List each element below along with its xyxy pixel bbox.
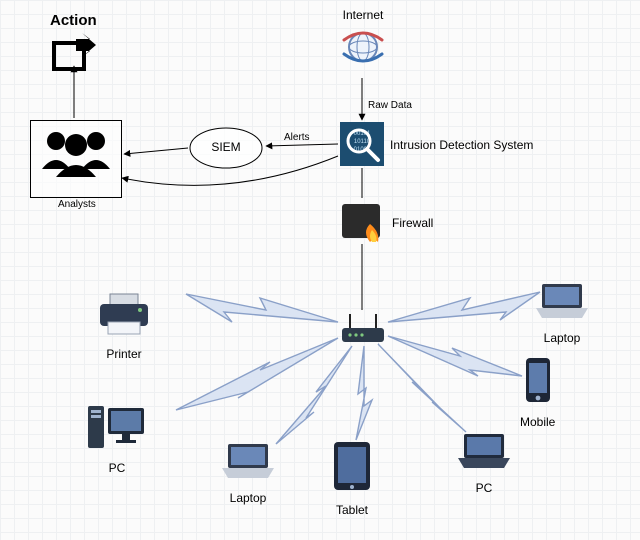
internet-node: Internet [340, 8, 386, 75]
tablet-label: Tablet [330, 503, 374, 517]
firewall-label: Firewall [392, 216, 433, 230]
ids-node: 00101 10110 01001 Intrusion Detection Sy… [340, 122, 384, 171]
tower-pc-icon [86, 400, 148, 452]
mobile-node: Mobile [520, 356, 555, 429]
laptop-right-label: Laptop [534, 331, 590, 345]
router-icon [338, 310, 388, 350]
laptop-bottom-label: Laptop [220, 491, 276, 505]
analysts-label: Analysts [58, 199, 96, 210]
firewall-icon [340, 198, 386, 244]
ids-label: Intrusion Detection System [390, 138, 533, 152]
internet-label: Internet [340, 8, 386, 22]
laptop-bottom-node: Laptop [220, 440, 276, 505]
globe-icon [340, 24, 386, 70]
pc-right-node: PC [456, 430, 512, 495]
printer-icon [96, 292, 152, 338]
share-icon [50, 33, 96, 73]
laptop-right-node: Laptop [534, 280, 590, 345]
laptop-icon [534, 280, 590, 322]
firewall-node: Firewall [340, 198, 386, 249]
magnifier-binary-icon: 00101 10110 01001 [340, 122, 384, 166]
pc-left-node: PC [86, 400, 148, 475]
laptop-icon [220, 440, 276, 482]
printer-label: Printer [96, 347, 152, 361]
mobile-icon [523, 356, 553, 406]
printer-node: Printer [96, 292, 152, 361]
action-node: Action [50, 12, 97, 78]
analysts-node [30, 120, 122, 198]
action-label: Action [50, 12, 97, 29]
network-diagram: Raw Data Alerts Action [0, 0, 640, 540]
laptop-icon [456, 430, 512, 472]
mobile-label: Mobile [520, 415, 555, 429]
tablet-icon [330, 440, 374, 494]
pc-right-label: PC [456, 481, 512, 495]
edge-label-rawdata: Raw Data [368, 100, 412, 111]
router-node [338, 310, 388, 355]
people-icon [32, 121, 120, 179]
siem-label: SIEM [188, 140, 264, 154]
tablet-node: Tablet [330, 440, 374, 517]
siem-node: SIEM [188, 126, 264, 170]
edge-label-alerts: Alerts [284, 132, 310, 143]
pc-left-label: PC [86, 461, 148, 475]
